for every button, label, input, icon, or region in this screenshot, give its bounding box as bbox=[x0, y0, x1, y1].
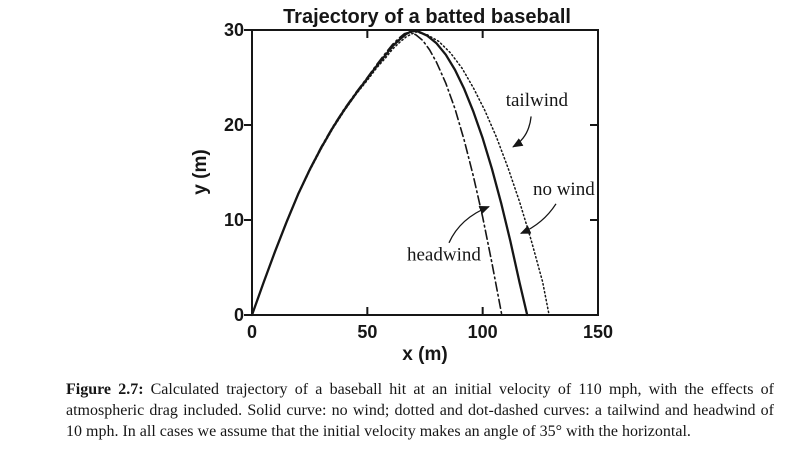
curve-headwind bbox=[251, 31, 503, 316]
annotation-headwind-arrow bbox=[448, 206, 490, 244]
y-tick-label: 30 bbox=[224, 20, 244, 40]
curve-tailwind bbox=[251, 31, 550, 316]
y-axis-label: y (m) bbox=[190, 149, 211, 194]
y-tick-label: 10 bbox=[224, 210, 244, 230]
annotation-no-wind-label: no wind bbox=[533, 179, 595, 200]
x-tick-label: 100 bbox=[468, 322, 498, 342]
x-tick-label: 0 bbox=[247, 322, 257, 342]
figure-caption-text: Calculated trajectory of a baseball hit … bbox=[66, 381, 775, 440]
trajectory-chart: 0 50 100 150 0 10 20 30 Trajectory of a batted b… bbox=[190, 6, 613, 365]
x-tick-label: 50 bbox=[357, 322, 377, 342]
figure-caption: Figure 2.7: Calculated trajectory of a ba… bbox=[66, 379, 774, 442]
figure-caption-label: Figure 2.7: bbox=[66, 381, 144, 398]
curve-no-wind bbox=[250, 29, 529, 317]
y-tick-label: 20 bbox=[224, 115, 244, 135]
annotation-tailwind-arrow bbox=[512, 116, 532, 148]
annotation-tailwind-label: tailwind bbox=[506, 90, 569, 111]
axes-frame bbox=[251, 29, 599, 316]
annotation-no-wind-arrow bbox=[519, 203, 557, 234]
chart-title: Trajectory of a batted baseball bbox=[283, 6, 571, 28]
y-tick-label: 0 bbox=[234, 305, 244, 325]
x-axis-label: x (m) bbox=[402, 344, 447, 365]
x-tick-label: 150 bbox=[583, 322, 613, 342]
annotation-headwind-label: headwind bbox=[407, 245, 481, 266]
